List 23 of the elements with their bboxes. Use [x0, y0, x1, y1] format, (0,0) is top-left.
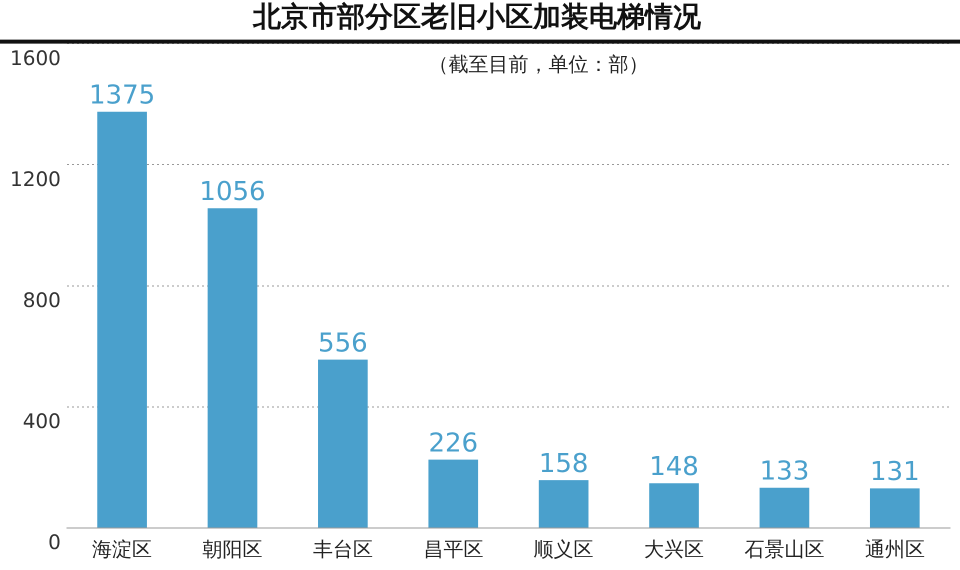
x-tick-label: 丰台区: [312, 537, 373, 562]
y-tick-label: 800: [22, 288, 61, 312]
data-label: 1375: [89, 80, 156, 110]
x-tick-label: 通州区: [864, 537, 925, 562]
x-tick-label: 昌平区: [423, 537, 484, 562]
text: （截至目前，单位：部）: [428, 52, 648, 76]
data-label: 226: [428, 428, 478, 458]
data-label: 556: [318, 328, 368, 358]
y-tick-label: 1200: [10, 166, 61, 191]
x-tick-label: 大兴区: [644, 537, 704, 562]
x-tick-label: 石景山区: [744, 537, 824, 562]
data-label: 131: [870, 457, 920, 488]
x-tick-label: 顺义区: [534, 537, 594, 562]
data-label: 133: [760, 456, 810, 486]
data-label: 1056: [199, 177, 266, 208]
y-tick-label: 400: [22, 409, 61, 434]
chart-title: 北京市部分区老旧小区加装电梯情况: [252, 0, 702, 34]
y-tick-label: 0: [48, 530, 61, 554]
x-tick-label: 朝阳区: [202, 537, 262, 562]
data-label: 148: [649, 452, 699, 482]
data-label: 158: [538, 448, 588, 479]
y-tick-label: 1600: [10, 46, 61, 70]
x-tick-label: 海淀区: [92, 537, 152, 562]
